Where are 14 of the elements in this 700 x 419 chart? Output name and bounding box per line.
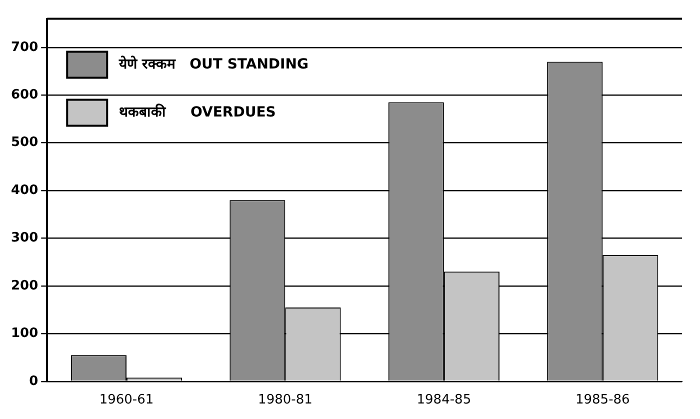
y-tick-label: 300 bbox=[10, 230, 38, 246]
y-tick-label: 0 bbox=[29, 374, 38, 389]
x-tick-label: 1984-85 bbox=[416, 392, 472, 408]
x-tick-label: 1960-61 bbox=[99, 392, 154, 408]
legend-label: येणे रक्कम OUT STANDING bbox=[118, 55, 308, 72]
y-tick-label: 600 bbox=[10, 88, 38, 103]
y-tick-label: 500 bbox=[10, 135, 38, 150]
y-tick-label: 100 bbox=[10, 326, 38, 342]
y-tick-label: 200 bbox=[10, 278, 38, 294]
x-tick-label: 1985-86 bbox=[575, 392, 630, 408]
y-tick-label: 400 bbox=[10, 182, 38, 198]
x-tick-label: 1980-81 bbox=[258, 392, 312, 408]
legend-label: थकबाकी OVERDUES bbox=[119, 103, 276, 120]
y-tick-label: 700 bbox=[10, 40, 38, 55]
